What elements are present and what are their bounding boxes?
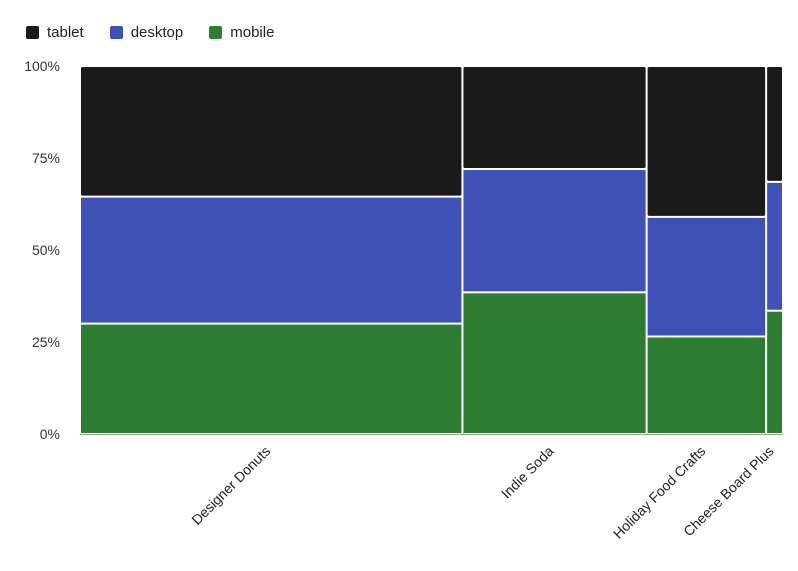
legend: tablet desktop mobile — [26, 24, 274, 41]
legend-item-tablet[interactable]: tablet — [26, 24, 84, 41]
y-tick-label: 25% — [32, 334, 60, 350]
mosaic-cell-desktop[interactable] — [80, 196, 463, 324]
mosaic-cell-mobile[interactable] — [80, 323, 463, 435]
mosaic-cell-mobile[interactable] — [462, 292, 647, 434]
mosaic-cell-desktop[interactable] — [462, 169, 647, 293]
mosaic-cell-tablet[interactable] — [80, 66, 463, 197]
legend-swatch-mobile — [209, 26, 223, 39]
mosaic-cell-tablet[interactable] — [766, 66, 783, 182]
legend-label-mobile: mobile — [230, 24, 275, 41]
mosaic-cell-mobile[interactable] — [646, 336, 767, 435]
y-tick-label: 50% — [32, 242, 60, 258]
y-tick-label: 75% — [32, 150, 60, 166]
legend-swatch-tablet — [26, 26, 39, 39]
mosaic-cell-tablet[interactable] — [462, 66, 647, 170]
mosaic-cell-tablet[interactable] — [646, 66, 767, 217]
mosaic-cell-mobile[interactable] — [766, 310, 783, 434]
mosaic-cell-desktop[interactable] — [646, 216, 767, 337]
legend-item-desktop[interactable]: desktop — [109, 24, 184, 41]
x-tick-label: Indie Soda — [498, 443, 557, 502]
y-tick-label: 100% — [24, 58, 60, 74]
mosaic-cell-desktop[interactable] — [766, 181, 783, 311]
legend-swatch-desktop — [109, 26, 123, 39]
legend-item-mobile[interactable]: mobile — [209, 24, 274, 41]
x-tick-label: Designer Donuts — [188, 443, 273, 528]
legend-label-tablet: tablet — [47, 24, 84, 41]
legend-label-desktop: desktop — [130, 24, 184, 41]
y-tick-label: 0% — [40, 426, 60, 442]
